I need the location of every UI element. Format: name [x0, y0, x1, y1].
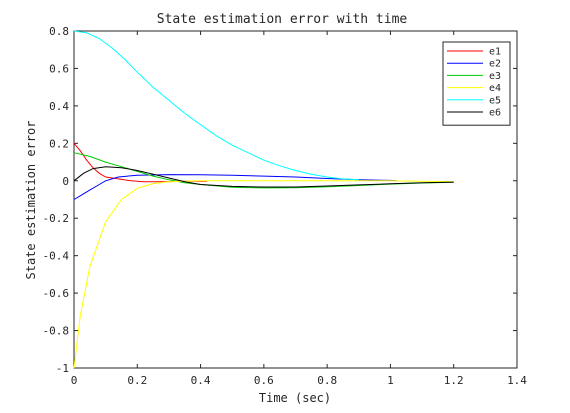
legend-box — [442, 41, 511, 126]
y-tick-label: -0.6 — [43, 287, 70, 300]
legend-label-e1: e1 — [489, 47, 501, 58]
x-axis-label: Time (sec) — [259, 391, 331, 405]
legend-label-e2: e2 — [489, 59, 501, 70]
series-line-e1 — [73, 142, 207, 183]
legend-label-e5: e5 — [489, 95, 501, 106]
x-tick-label: 1 — [387, 374, 394, 387]
y-tick-label: 0 — [62, 175, 69, 188]
chart-title: State estimation error with time — [157, 12, 408, 27]
x-tick-label: 1.2 — [444, 374, 464, 387]
series-line-e3 — [73, 152, 454, 189]
series-line-e6 — [73, 166, 454, 188]
y-tick-label: 0.8 — [49, 25, 69, 38]
series-line-e4 — [73, 180, 454, 369]
x-tick-label: 0.4 — [191, 374, 211, 387]
y-tick-label: -0.8 — [43, 325, 70, 338]
x-tick-label: 0.6 — [254, 374, 274, 387]
y-tick-label: -0.4 — [43, 250, 70, 263]
legend-label-e3: e3 — [489, 71, 501, 82]
y-tick-label: -0.2 — [43, 212, 70, 225]
y-tick-label: 0.2 — [49, 137, 69, 150]
x-tick-label: 0.8 — [317, 374, 337, 387]
y-tick-label: -1 — [56, 362, 69, 375]
legend-label-e6: e6 — [489, 108, 501, 119]
y-axis-label: State estimation error — [24, 121, 38, 280]
y-tick-label: 0.6 — [49, 62, 69, 75]
x-tick-label: 0.2 — [127, 374, 147, 387]
x-tick-label: 1.4 — [507, 374, 527, 387]
x-tick-label: 0 — [71, 374, 78, 387]
y-tick-label: 0.4 — [49, 100, 69, 113]
legend-label-e4: e4 — [489, 83, 501, 94]
series-line-e5 — [73, 30, 359, 181]
plot-area: 0 0.2 0.4 0.6 0.8 1 1.2 1.4 -1 -0.8 -0.6 -0.4 -0.2 0 0… — [43, 25, 528, 387]
